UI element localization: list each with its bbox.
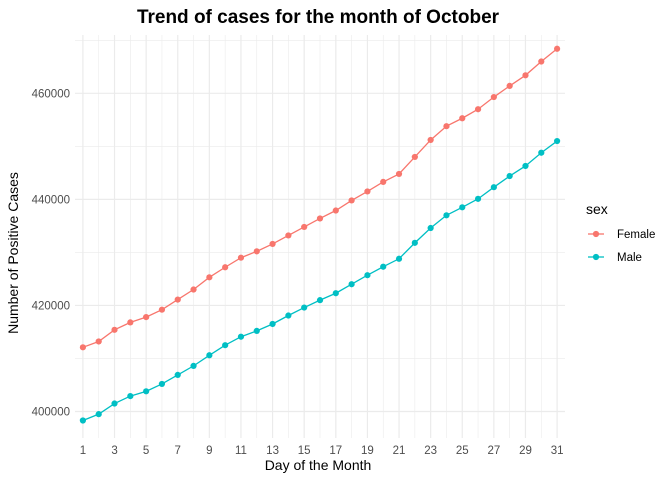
legend-key-point <box>592 253 600 261</box>
legend-label-female: Female <box>617 229 655 241</box>
chart-title: Trend of cases for the month of October <box>137 7 500 28</box>
data-point-female <box>316 215 324 222</box>
data-point-female <box>380 178 387 185</box>
data-point-female <box>237 254 245 261</box>
x-tick-label: 27 <box>487 445 500 457</box>
data-point-female <box>459 115 466 122</box>
data-point-male <box>348 281 355 288</box>
data-point-female <box>506 82 513 90</box>
data-point-female <box>427 136 434 144</box>
x-tick-label: 31 <box>551 445 564 457</box>
x-tick-label: 11 <box>235 445 247 457</box>
x-axis-title: Day of the Month <box>265 457 372 473</box>
data-point-female <box>474 106 482 113</box>
data-point-female <box>95 338 102 345</box>
data-point-male <box>206 352 213 359</box>
y-tick-label: 440000 <box>32 194 70 206</box>
x-tick-label: 25 <box>456 445 469 457</box>
data-point-female <box>301 223 308 231</box>
data-point-female <box>158 306 166 313</box>
x-tick-label: 1 <box>80 445 86 457</box>
data-point-female <box>411 153 418 161</box>
data-point-male <box>411 239 418 246</box>
data-point-male <box>127 393 134 400</box>
x-tick-label: 21 <box>393 445 406 457</box>
data-point-male <box>427 224 434 232</box>
data-point-male <box>111 400 118 407</box>
data-point-female <box>222 264 229 271</box>
series-layer <box>79 45 561 424</box>
data-point-female <box>174 296 181 303</box>
data-point-male <box>174 371 181 378</box>
grid <box>75 35 565 438</box>
data-point-male <box>364 272 371 279</box>
data-point-female <box>285 232 292 239</box>
data-point-male <box>522 162 529 170</box>
data-point-female <box>206 274 213 281</box>
data-point-female <box>190 286 197 293</box>
data-point-male <box>301 304 308 311</box>
data-point-male <box>95 411 102 418</box>
data-point-male <box>395 255 403 262</box>
data-point-female <box>553 45 561 52</box>
x-tick-label: 23 <box>424 445 437 457</box>
x-tick-label: 19 <box>361 445 374 457</box>
y-tick-label: 420000 <box>32 300 70 312</box>
legend: sex Female Male <box>586 201 655 264</box>
y-axis-title: Number of Positive Cases <box>5 172 21 334</box>
legend-title: sex <box>586 201 608 217</box>
x-tick-label: 13 <box>266 445 279 457</box>
data-point-male <box>222 342 229 349</box>
data-point-male <box>158 380 166 388</box>
x-tick-label: 7 <box>175 445 181 457</box>
data-point-male <box>269 320 276 328</box>
data-point-male <box>506 172 513 180</box>
data-point-female <box>269 240 276 248</box>
data-point-male <box>190 362 197 369</box>
data-point-male <box>490 184 497 191</box>
data-point-male <box>237 333 245 340</box>
data-point-male <box>553 137 561 145</box>
data-point-female <box>490 93 497 101</box>
data-point-male <box>459 204 466 211</box>
data-point-female <box>364 188 371 195</box>
x-tick-label: 29 <box>519 445 532 457</box>
y-tick-label: 400000 <box>32 406 70 418</box>
data-point-female <box>522 72 529 79</box>
legend-key-point <box>592 230 600 238</box>
data-point-female <box>443 123 450 130</box>
data-point-female <box>348 197 355 204</box>
data-point-male <box>332 290 339 297</box>
x-tick-label: 5 <box>143 445 149 457</box>
data-point-female <box>332 207 339 214</box>
data-point-male <box>285 312 292 319</box>
data-point-female <box>538 58 545 65</box>
axes: 1 3 5 7 9 11 13 15 17 19 21 23 25 27 29 314000004200004… <box>32 88 564 457</box>
x-tick-label: 3 <box>111 445 117 457</box>
data-point-male <box>316 297 324 304</box>
data-point-male <box>443 212 450 219</box>
data-point-male <box>380 263 387 270</box>
data-point-female <box>143 314 150 321</box>
data-point-female <box>253 248 260 255</box>
x-tick-label: 15 <box>298 445 311 457</box>
legend-label-male: Male <box>617 252 642 264</box>
data-point-female <box>395 170 403 178</box>
data-point-male <box>143 388 150 395</box>
data-point-female <box>127 319 134 326</box>
data-point-male <box>538 149 545 156</box>
data-point-male <box>253 327 260 334</box>
data-point-female <box>79 344 87 351</box>
data-point-male <box>79 417 87 424</box>
x-tick-label: 17 <box>329 445 342 457</box>
y-tick-label: 460000 <box>32 88 70 100</box>
x-tick-label: 9 <box>206 445 212 457</box>
data-point-female <box>111 326 118 333</box>
data-point-male <box>474 195 482 202</box>
